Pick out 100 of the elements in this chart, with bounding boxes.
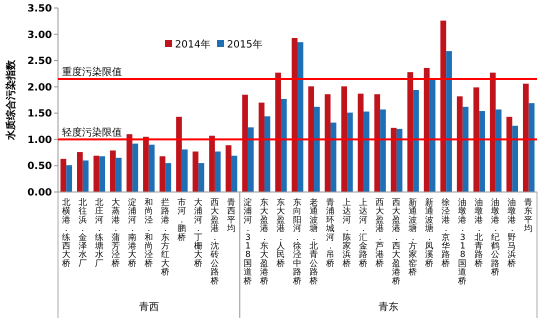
x-tick-label: 市河.鹏桥 (176, 197, 186, 243)
bar (66, 165, 72, 192)
bar (165, 163, 172, 192)
y-axis-title: 水质综合污染指数 (5, 59, 17, 141)
y-tick-label: 3.50 (27, 4, 52, 14)
y-tick-label: 3.00 (27, 30, 52, 41)
bar (231, 156, 238, 192)
bar (462, 106, 468, 192)
x-tick-label: 北横港.练西大桥 (60, 197, 71, 269)
category-label: 淀浦河.318国道桥 (243, 198, 252, 286)
bar (148, 144, 155, 192)
bar (198, 163, 204, 192)
bar (374, 94, 380, 192)
ref-line-label: 重度污染限值 (62, 66, 122, 78)
legend-label: 2014年 (175, 38, 210, 50)
bar (413, 90, 419, 192)
bar (226, 145, 232, 192)
bar (479, 111, 485, 192)
category-label: 东大盈港.东大盈港桥 (260, 198, 269, 286)
x-tick-label: 淀浦河.南港大桥 (126, 197, 137, 269)
bar (440, 20, 446, 192)
bar (116, 158, 122, 192)
category-label: 东向阳河.徐泾中路桥 (293, 198, 302, 286)
bar (330, 122, 336, 192)
bar (341, 86, 348, 192)
bar (76, 152, 83, 192)
y-tick-label: 0.50 (27, 161, 52, 172)
bar (60, 158, 66, 192)
bar (258, 102, 264, 192)
bar (456, 96, 463, 192)
bar (496, 109, 502, 192)
bar (275, 72, 281, 192)
x-tick-label: 和尚泾.和尚泾桥 (143, 197, 154, 269)
bar (82, 160, 89, 192)
bar (248, 127, 254, 192)
x-tick-label: 油墩港.北青路桥 (474, 197, 484, 269)
bar (347, 112, 353, 192)
bar (528, 103, 535, 192)
x-tick-label: 青东平均 (523, 197, 534, 234)
text: 青东 (378, 301, 398, 313)
y-tick-label: 2.00 (27, 82, 52, 94)
bar (390, 128, 397, 192)
bar (522, 84, 529, 192)
bar (512, 126, 518, 192)
bar (94, 156, 100, 192)
y-tick-label: 1.50 (27, 108, 52, 120)
bar (396, 128, 402, 192)
y-tick-label: 2.50 (27, 56, 52, 68)
x-tick-label: 上达河.汇金路桥 (358, 197, 368, 269)
category-label: 油墩港.318国道桥 (458, 198, 468, 286)
bar (364, 112, 370, 192)
bar (209, 136, 215, 192)
ref-line-label: 轻度污染限值 (62, 126, 122, 138)
bar (182, 149, 188, 192)
bar (446, 51, 452, 192)
x-tick-label: 青西平均 (226, 197, 236, 234)
y-tick-label: 1.00 (27, 134, 52, 146)
x-tick-label: 西大盈港.芦港桥 (374, 198, 385, 269)
bar (473, 87, 480, 192)
bar (160, 156, 166, 192)
x-tick-label: 上达河.陈家浜桥 (342, 197, 352, 269)
x-tick-label: 大浦河.丁栅大桥 (192, 197, 203, 269)
bar (126, 134, 132, 192)
x-tick-label: 大蒸港.蒲芳泾桥 (110, 197, 120, 269)
x-tick-label: 油墩港.野马浜桥 (506, 197, 517, 269)
category-label: 西大盈港.西大盈港桥 (392, 198, 402, 286)
category-label: 拦路港.东方红大桥 (160, 198, 170, 278)
bar (132, 144, 138, 192)
category-label: 老通波塘.北青公路桥 (310, 198, 319, 286)
legend-label: 2015年 (227, 38, 262, 50)
y-tick-label: 0.00 (27, 188, 52, 198)
bar (280, 98, 287, 192)
category-label: 油墩港.纪鹤公路桥 (491, 198, 500, 278)
bar (314, 106, 320, 192)
text: 青西 (138, 301, 159, 313)
x-tick-label: 青浦环城河.吊桥 (325, 197, 336, 269)
bar (292, 38, 298, 192)
bar (430, 79, 436, 192)
bar (143, 136, 149, 192)
bar (324, 94, 331, 192)
bar (192, 152, 198, 192)
x-tick-label: 北庄河.练塘水厂 (94, 197, 104, 269)
x-tick-label: 徐泾港.京华路桥 (440, 197, 451, 269)
x-tick-label: 东大盈港.人民桥 (275, 197, 286, 269)
bar (242, 94, 248, 192)
bar (490, 72, 496, 192)
bar (506, 116, 512, 192)
bar (407, 72, 414, 192)
category-label: 西大盈港.沈砖公路桥 (210, 198, 220, 286)
bar (308, 86, 314, 192)
category-label: 新通波塘.方家窑桥 (408, 198, 418, 278)
bar (110, 150, 116, 192)
bar (176, 116, 182, 192)
bar (99, 156, 106, 192)
bar (380, 109, 386, 192)
x-tick-label: 北往浜.金泽水厂 (78, 197, 88, 269)
bar (358, 94, 364, 192)
x-tick-label: 新通波塘.凤溪桥 (424, 197, 434, 269)
bar (298, 42, 304, 192)
bar (264, 116, 270, 192)
